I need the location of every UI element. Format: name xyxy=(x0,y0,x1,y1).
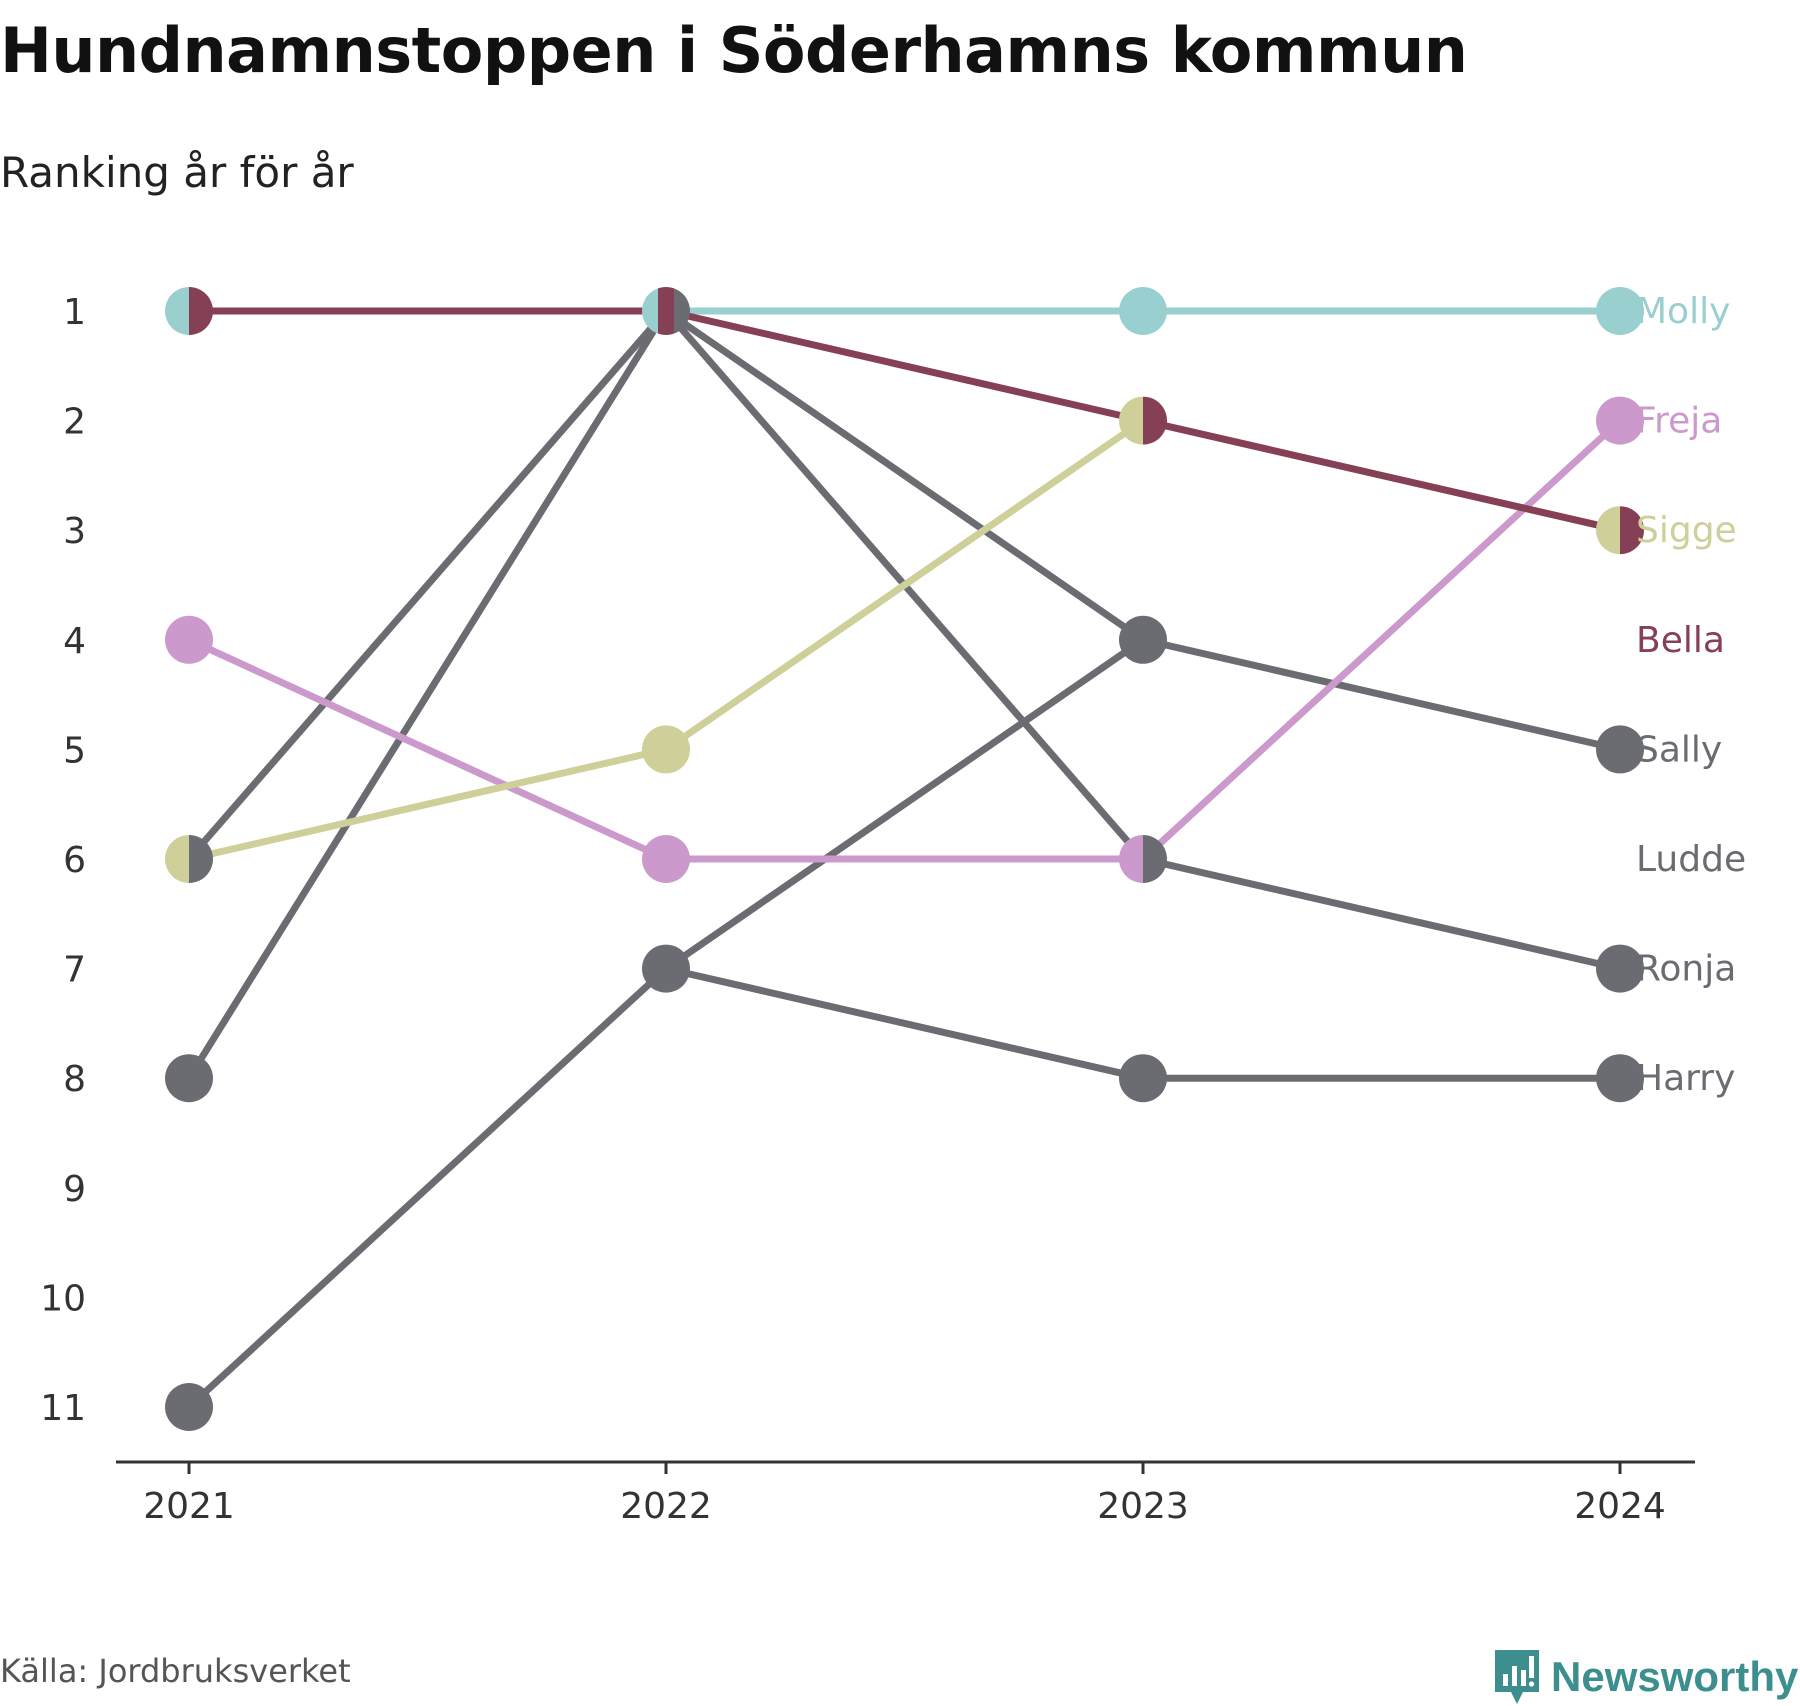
point-sally xyxy=(1596,725,1644,774)
y-tick-label: 6 xyxy=(63,840,86,881)
y-tick-label: 1 xyxy=(63,292,86,333)
chart-subtitle: Ranking år för år xyxy=(0,148,354,197)
end-label-harry: Harry xyxy=(1636,1058,1735,1099)
series-line-harry xyxy=(662,965,1147,1082)
series-lines xyxy=(185,307,1624,1411)
brand-logo: Newsworthy xyxy=(1493,1648,1798,1706)
x-tick-label: 2023 xyxy=(1097,1486,1189,1527)
point-harry xyxy=(1596,1054,1644,1103)
point-sigge xyxy=(642,725,690,774)
point-freja xyxy=(1119,835,1144,883)
end-label-molly: Molly xyxy=(1636,291,1730,332)
series-line-freja xyxy=(1139,417,1624,863)
point-molly xyxy=(165,287,190,335)
end-label-ludde: Ludde xyxy=(1636,839,1746,880)
series-line-sigge xyxy=(662,417,1147,753)
end-labels: Molly Freja Sigge Bella Sally Ludde Ronja Harry xyxy=(1636,291,1746,1099)
series-points xyxy=(165,287,1644,1431)
y-tick-label: 10 xyxy=(40,1278,86,1319)
series-line-freja xyxy=(185,636,670,863)
point-molly xyxy=(642,287,659,335)
series-line-ludde xyxy=(185,965,670,1411)
point-sally xyxy=(189,835,213,883)
end-label-sally: Sally xyxy=(1636,729,1722,770)
series-line-ronja xyxy=(185,307,670,1082)
brand-name: Newsworthy xyxy=(1551,1653,1799,1700)
point-sally xyxy=(674,287,690,335)
series-line-bella xyxy=(1139,417,1624,534)
end-label-freja: Freja xyxy=(1636,401,1722,442)
newsworthy-logo-icon xyxy=(1495,1650,1539,1704)
y-tick-label: 9 xyxy=(63,1169,86,1210)
point-sigge xyxy=(165,835,190,883)
series-line-sally xyxy=(185,307,670,863)
series-line-ronja xyxy=(1139,855,1624,973)
point-ronja xyxy=(165,1054,213,1103)
y-tick-label: 5 xyxy=(63,730,86,771)
y-tick-label: 11 xyxy=(40,1388,86,1429)
point-sally xyxy=(1119,615,1167,664)
y-tick-label: 4 xyxy=(63,621,86,662)
x-tick-label: 2022 xyxy=(620,1486,712,1527)
end-label-ronja: Ronja xyxy=(1636,949,1736,990)
bump-chart: 1 2 3 4 5 6 7 8 9 10 11 2021 2022 2023 2024 Molly Frej… xyxy=(40,287,1746,1527)
point-freja xyxy=(642,835,690,883)
point-sigge xyxy=(1596,506,1621,555)
point-bella xyxy=(1143,396,1167,445)
x-tick-label: 2024 xyxy=(1574,1486,1666,1527)
point-bella xyxy=(189,287,213,335)
point-molly xyxy=(1119,287,1167,335)
chart-title: Hundnamnstoppen i Söderhamns kommun xyxy=(0,14,1468,87)
y-axis: 1 2 3 4 5 6 7 8 9 10 11 xyxy=(40,292,86,1429)
series-line-ludde xyxy=(662,636,1147,973)
x-axis: 2021 2022 2023 2024 xyxy=(116,1460,1695,1527)
point-molly xyxy=(1596,287,1644,335)
y-tick-label: 8 xyxy=(63,1059,86,1100)
point-ronja xyxy=(1596,944,1644,993)
series-line-sally xyxy=(1139,636,1624,753)
series-line-sally xyxy=(662,307,1147,644)
end-label-sigge: Sigge xyxy=(1636,510,1737,551)
y-tick-label: 3 xyxy=(63,511,86,552)
point-bella xyxy=(658,287,675,335)
series-line-sigge xyxy=(185,745,670,863)
point-harry xyxy=(1119,1054,1167,1103)
series-line-bella xyxy=(662,307,1147,425)
point-ludde xyxy=(165,1383,213,1431)
y-tick-label: 7 xyxy=(63,950,86,991)
end-label-bella: Bella xyxy=(1636,620,1725,661)
x-tick-label: 2021 xyxy=(143,1486,235,1527)
point-ludde xyxy=(642,944,690,993)
point-freja xyxy=(1596,396,1644,445)
source-note: Källa: Jordbruksverket xyxy=(0,1652,351,1690)
y-tick-label: 2 xyxy=(63,402,86,443)
point-freja xyxy=(165,615,213,664)
